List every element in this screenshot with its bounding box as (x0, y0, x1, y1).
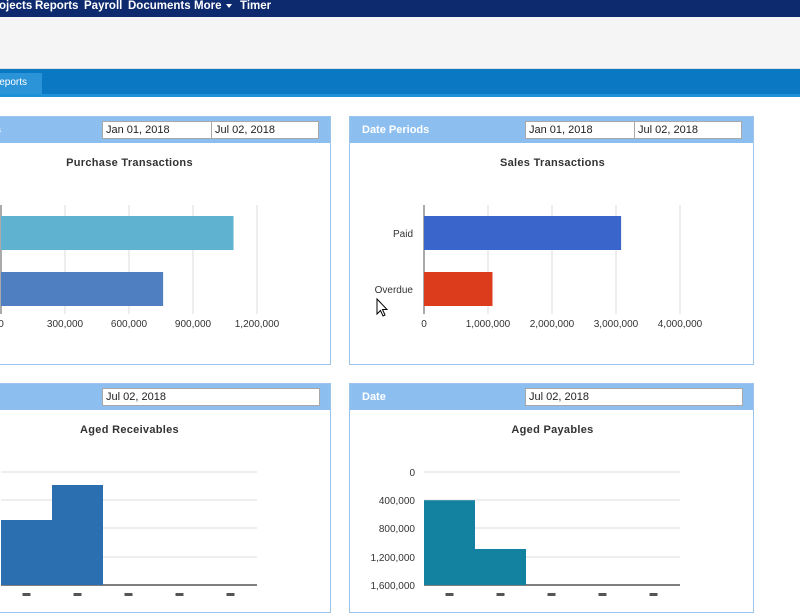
category-label: Paid (393, 229, 413, 240)
nav-more[interactable]: More (194, 0, 233, 17)
date-to-input[interactable]: Jul 02, 2018 (211, 121, 319, 139)
purchase-transactions-chart: 0 300,000 600,000 900,000 1,200,000 0 1,000,00… (0, 205, 703, 596)
bar (475, 548, 526, 585)
payables-panel: Date Jul 02, 2018 Aged Payables (349, 383, 754, 613)
x-tick-label: 4,000,000 (658, 319, 703, 330)
mouse-cursor-icon (376, 297, 389, 317)
panel-title: Date (362, 391, 386, 403)
sales-panel: Date Periods Jan 01, 2018 Jul 02, 2018 S… (349, 116, 754, 365)
nav-documents[interactable]: Documents (128, 0, 191, 12)
y-tick-label: 400,000 (379, 496, 416, 507)
date-input[interactable]: Jul 02, 2018 (102, 388, 320, 406)
tab-bar: Reports (0, 69, 800, 97)
x-tick-label: 1,200,000 (235, 319, 280, 330)
chevron-down-icon (226, 3, 233, 8)
y-tick-label: 1,600,000 (371, 581, 416, 592)
bar (424, 216, 622, 250)
bar (1, 520, 52, 585)
date-to-input[interactable]: Jul 02, 2018 (634, 121, 742, 139)
tab-reports[interactable]: Reports (0, 73, 42, 94)
x-tick-label: 2,000,000 (530, 319, 575, 330)
chart-title: Sales Transactions (499, 157, 606, 169)
x-tick-label: 600,000 (111, 319, 148, 330)
y-tick-label: 800,000 (379, 524, 416, 535)
panel-header: s Jan 01, 2018 Jul 02, 2018 (0, 117, 330, 143)
x-tick-label: 3,000,000 (594, 319, 639, 330)
chart-title: Aged Payables (511, 424, 594, 436)
panel-header: Date Periods Jan 01, 2018 Jul 02, 2018 (350, 117, 753, 143)
panel-title: s (0, 124, 1, 136)
y-tick-label: 1,200,000 (371, 553, 416, 564)
panel-title: Date Periods (362, 124, 430, 136)
bar (1, 216, 234, 250)
top-nav: ojects Reports Payroll Documents More Ti… (0, 0, 800, 17)
x-tick-label: 0 (421, 319, 427, 330)
x-tick-label: 900,000 (175, 319, 212, 330)
x-tick-label: 300,000 (47, 319, 84, 330)
nav-reports[interactable]: Reports (35, 0, 79, 12)
bar (52, 485, 103, 585)
bar (424, 272, 493, 306)
nav-timer[interactable]: Timer (240, 0, 272, 12)
y-tick-label: 0 (409, 468, 415, 479)
panel-header: Jul 02, 2018 (0, 384, 330, 410)
nav-projects[interactable]: ojects (0, 0, 33, 12)
panel-header: Date Jul 02, 2018 (350, 384, 753, 410)
x-tick-label: 1,000,000 (466, 319, 511, 330)
x-tick-label: 0 (0, 319, 4, 330)
category-label: Overdue (375, 285, 414, 296)
chart-title: Aged Receivables (80, 424, 179, 436)
bar (424, 500, 475, 585)
date-input[interactable]: Jul 02, 2018 (525, 388, 743, 406)
nav-payroll[interactable]: Payroll (84, 0, 123, 12)
date-from-input[interactable]: Jan 01, 2018 (525, 121, 635, 139)
nav-more-label: More (194, 0, 222, 12)
chart-title: Purchase Transactions (66, 157, 193, 169)
bar (1, 272, 164, 306)
header-band (0, 17, 800, 69)
